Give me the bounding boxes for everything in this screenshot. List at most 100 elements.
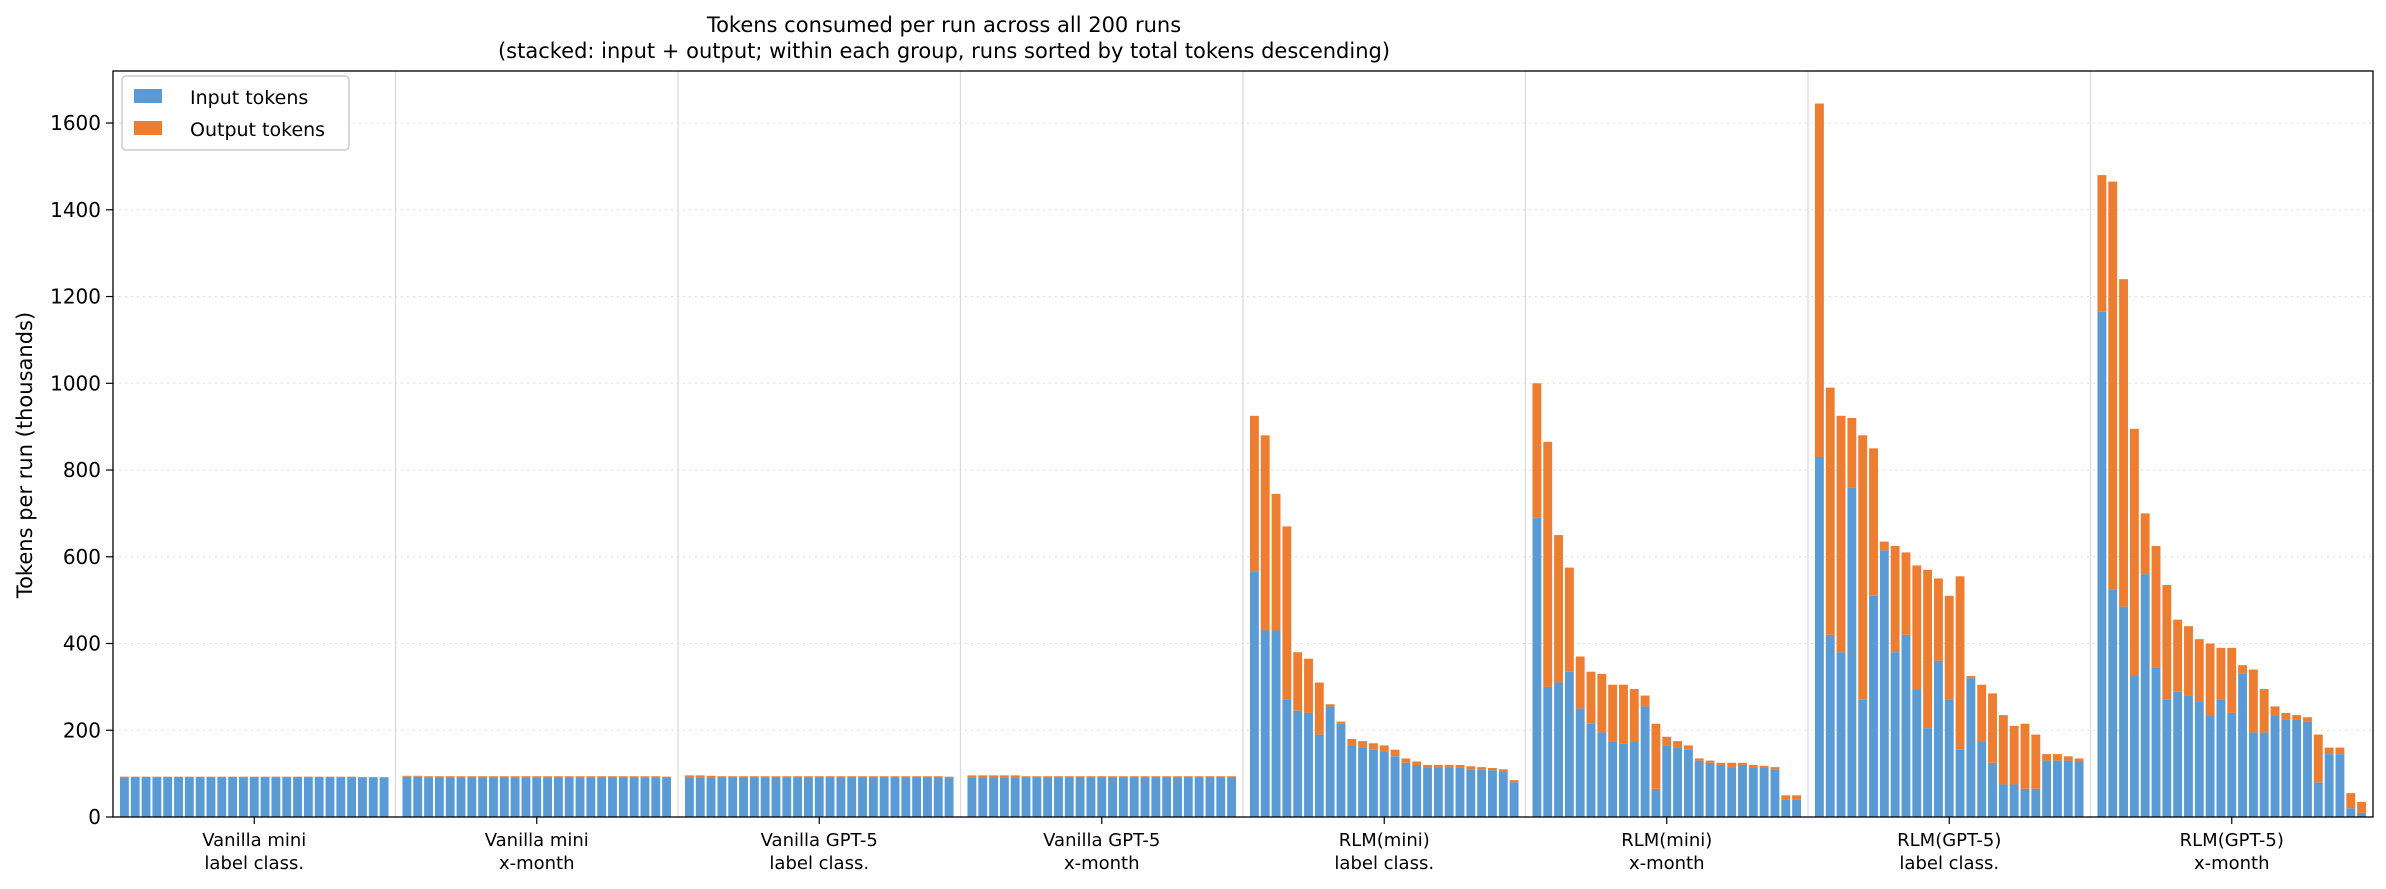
input-bar [575, 777, 585, 817]
input-bar [282, 777, 292, 817]
input-bar [1412, 764, 1422, 817]
output-bar [890, 776, 900, 778]
input-bar [1304, 712, 1313, 817]
input-bar [510, 777, 520, 817]
input-bar [2009, 784, 2019, 817]
output-bar [1010, 775, 1020, 778]
input-bar [1271, 630, 1281, 817]
input-bar [1955, 749, 1965, 817]
output-bar [141, 776, 151, 778]
x-tick-label: label class. [204, 853, 304, 874]
input-bar [130, 777, 140, 817]
output-bar [1966, 676, 1976, 679]
output-bar [2042, 754, 2052, 761]
output-bar [206, 776, 216, 778]
output-bar [1608, 684, 1618, 742]
legend-output-swatch [134, 121, 162, 135]
output-bar [1325, 704, 1335, 707]
input-bar [184, 777, 194, 817]
input-bar [2151, 667, 2161, 817]
input-bar [1205, 777, 1215, 817]
input-bar [1293, 710, 1303, 817]
input-bar [2053, 760, 2062, 817]
output-bar [2227, 647, 2237, 713]
output-bar [152, 776, 162, 778]
input-bar [2074, 761, 2084, 817]
input-bar [1151, 777, 1161, 817]
output-bar [1543, 441, 1553, 687]
input-bar [358, 777, 367, 817]
x-tick-label: x-month [2194, 853, 2270, 874]
x-tick-label: RLM(GPT-5) [2180, 830, 2284, 851]
output-bar [282, 776, 292, 778]
input-bar [1444, 767, 1454, 817]
input-bar [890, 777, 900, 817]
input-bar [456, 777, 466, 817]
x-tick-label: RLM(GPT-5) [1897, 830, 2001, 851]
output-bar [2184, 626, 2193, 696]
input-bar [1608, 741, 1618, 817]
input-bar [1683, 749, 1693, 817]
output-bar [1433, 764, 1443, 768]
input-bar [879, 777, 889, 817]
x-tick-label: label class. [769, 853, 869, 874]
input-bar [1043, 777, 1053, 817]
input-bar [1162, 777, 1172, 817]
output-bar [2129, 428, 2139, 677]
input-bar [1129, 777, 1139, 817]
input-bar [1694, 760, 1704, 817]
input-bar [2173, 691, 2183, 817]
output-bar [1836, 415, 1846, 653]
output-bar [347, 776, 357, 778]
output-bar [1358, 741, 1368, 748]
input-bar [739, 777, 748, 817]
y-tick-label: 400 [63, 632, 101, 656]
output-bar [1282, 526, 1292, 700]
chart-subtitle: (stacked: input + output; within each gr… [498, 39, 1390, 63]
output-bar [1912, 565, 1922, 690]
input-bar [293, 777, 302, 817]
input-bar [749, 777, 759, 817]
input-bar [1347, 745, 1357, 817]
output-bar [1629, 689, 1639, 742]
output-bar [1597, 673, 1607, 733]
output-bar [1444, 764, 1454, 768]
input-bar [782, 777, 792, 817]
output-bar [1977, 684, 1987, 742]
output-bar [1054, 776, 1063, 778]
output-bar [2020, 723, 2030, 789]
output-bar [739, 776, 748, 778]
output-bar [1869, 448, 1878, 596]
input-bar [2270, 715, 2280, 817]
x-tick-label: RLM(mini) [1339, 830, 1430, 851]
output-bar [456, 776, 466, 778]
input-bar [2162, 699, 2172, 817]
input-bar [1433, 767, 1443, 817]
input-bar [1770, 769, 1780, 817]
input-bar [445, 777, 455, 817]
x-tick-label: x-month [499, 853, 575, 874]
output-bar [858, 776, 867, 778]
output-bar [1304, 658, 1313, 713]
output-bar [467, 776, 477, 778]
output-bar [944, 776, 954, 778]
output-bar [651, 776, 661, 778]
input-bar [1825, 634, 1835, 817]
input-bar [2357, 812, 2367, 817]
output-bar [1390, 749, 1400, 757]
input-bar [499, 777, 509, 817]
input-bar [1358, 747, 1368, 817]
input-bar [521, 777, 531, 817]
output-bar [130, 776, 140, 778]
output-bar [532, 776, 542, 778]
output-bar [879, 776, 889, 778]
output-bar [2194, 639, 2204, 703]
output-bar [1662, 736, 1672, 746]
output-bar [1673, 741, 1683, 748]
output-bar [195, 776, 205, 778]
input-bar [1923, 728, 1933, 817]
output-bar [249, 776, 259, 778]
output-bar [803, 776, 813, 778]
input-bar [2227, 712, 2237, 817]
